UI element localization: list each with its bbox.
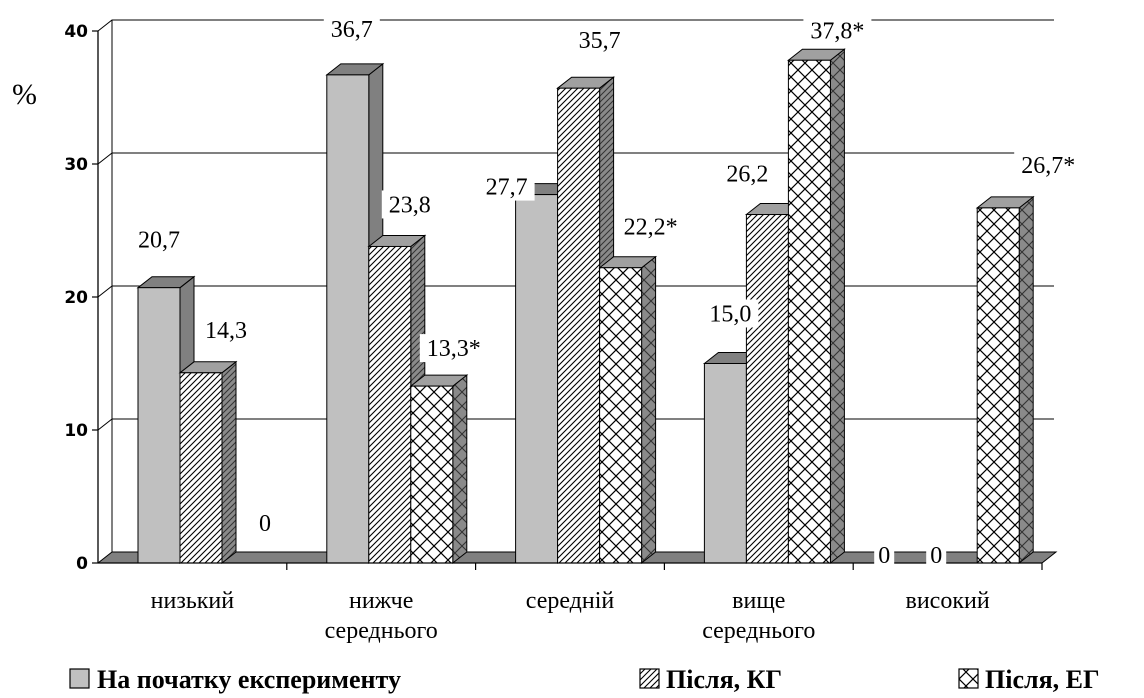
category-label-3: вище середнього <box>702 588 815 644</box>
data-label-bg <box>874 541 895 569</box>
data-label-bg <box>926 541 947 569</box>
data-label-start-0: 20,7 <box>138 228 180 254</box>
bar-front <box>179 372 223 564</box>
y-tick-label: 30 <box>64 155 88 175</box>
data-label-bg <box>478 172 535 201</box>
legend-label-start: На початку експерименту <box>97 665 401 694</box>
data-label-bg <box>719 159 776 188</box>
category-label-4: високий <box>906 588 990 614</box>
y-tick-label: 20 <box>64 288 88 308</box>
category-label-0: низький <box>151 588 235 614</box>
data-label-bg <box>198 315 254 344</box>
bar-side <box>452 374 468 565</box>
data-label-start-3: 15,0 <box>709 302 751 328</box>
data-label-kg-0: 14,3 <box>205 318 247 344</box>
bar-front <box>515 194 559 564</box>
data-label-bg <box>1014 150 1083 179</box>
category-label-2: середній <box>526 588 615 614</box>
data-label-eg-2: 22,2* <box>624 215 678 241</box>
bar-front <box>787 59 831 564</box>
bar-front <box>599 267 643 564</box>
bar-side <box>221 360 237 565</box>
data-label-bg <box>323 14 380 43</box>
bar-kg-0 <box>178 360 238 565</box>
legend-item-start: На початку експерименту <box>69 665 401 694</box>
bar-eg-2 <box>598 255 658 565</box>
data-label-bg <box>616 212 685 241</box>
data-label-bg <box>255 509 275 537</box>
data-label-eg-4: 26,7* <box>1021 153 1075 179</box>
legend-swatch-kg <box>639 668 660 689</box>
data-label-bg <box>419 334 488 363</box>
data-label-start-1: 36,7 <box>331 17 373 43</box>
data-label-eg-1: 13,3* <box>427 336 481 362</box>
bar-side <box>641 255 657 565</box>
bar-kg-2 <box>556 76 616 565</box>
data-label-bg <box>803 16 872 45</box>
bar-eg-1 <box>409 374 469 565</box>
y-tick-label: 40 <box>64 22 88 42</box>
bar-front <box>410 385 454 564</box>
bar-front <box>368 245 412 564</box>
data-label-kg-4: 0 <box>930 543 942 569</box>
legend-label-eg: Після, ЕГ <box>985 665 1100 694</box>
data-label-bg <box>381 190 438 219</box>
data-label-kg-3: 26,2 <box>726 162 768 188</box>
bar-front <box>137 287 181 564</box>
bar-side <box>1018 195 1034 565</box>
data-label-start-2: 27,7 <box>486 175 528 201</box>
data-label-kg-1: 23,8 <box>389 192 431 218</box>
bar-eg-4 <box>975 195 1035 565</box>
legend-swatch-start <box>69 668 90 689</box>
data-label-eg-3: 37,8* <box>810 18 864 44</box>
data-label-bg <box>571 26 628 55</box>
data-label-eg-0: 0 <box>259 511 271 537</box>
bar-side <box>829 48 845 565</box>
y-axis-label: % <box>12 78 37 111</box>
data-label-bg <box>131 225 187 254</box>
bar-eg-3 <box>786 48 846 565</box>
data-label-start-4: 0 <box>878 543 890 569</box>
legend-swatch-eg <box>958 668 979 689</box>
legend-label-kg: Після, КГ <box>666 665 782 694</box>
bar-front <box>557 87 601 564</box>
legend-item-eg: Після, ЕГ <box>958 665 1100 694</box>
data-label-bg <box>702 299 759 328</box>
data-label-kg-2: 35,7 <box>579 28 621 54</box>
bar-kg-1 <box>367 234 427 565</box>
y-tick-label: 10 <box>64 421 88 441</box>
category-label-1: нижче середнього <box>325 588 438 644</box>
bar-front <box>745 214 789 564</box>
y-tick-label: 0 <box>76 554 88 574</box>
legend-item-kg: Після, КГ <box>639 665 782 694</box>
bar-front <box>703 363 747 564</box>
bar-front <box>326 74 370 564</box>
legend: На початку експерименту Після, КГ Після,… <box>69 665 1100 694</box>
bar-front <box>976 207 1020 564</box>
